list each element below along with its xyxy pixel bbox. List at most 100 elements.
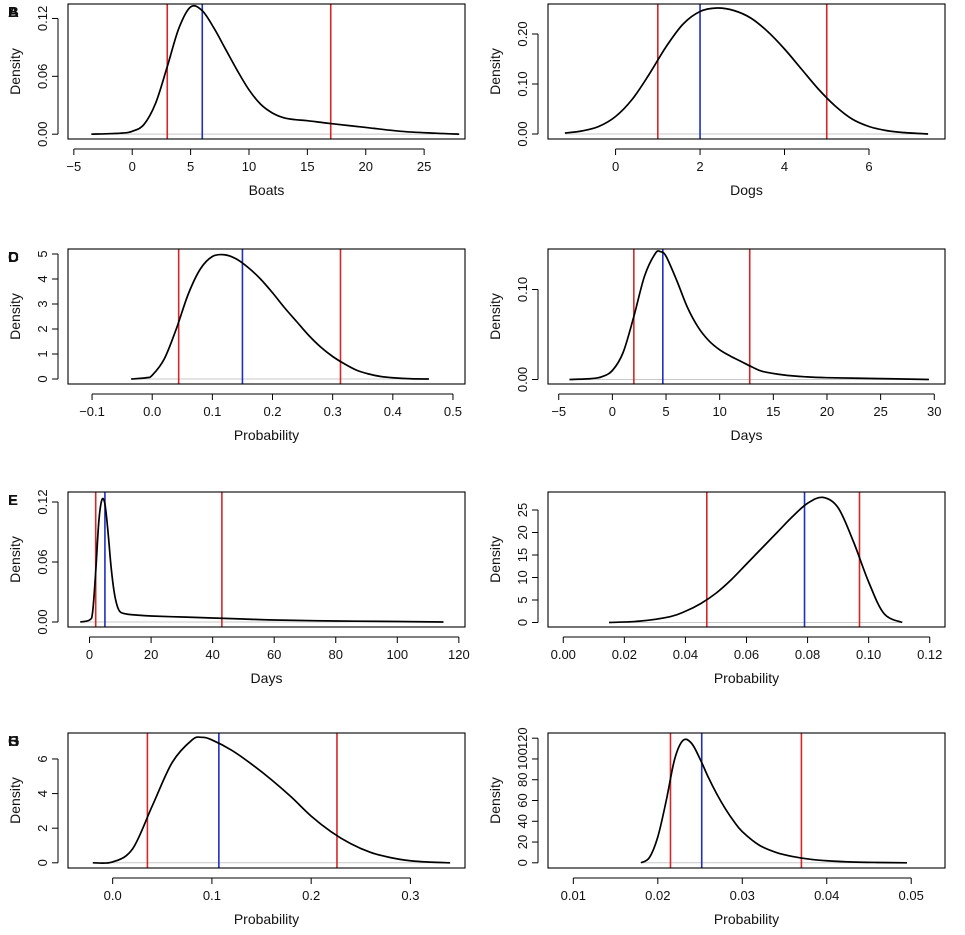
y-tick-label: 0.06 <box>35 549 50 574</box>
panel-label: H <box>8 733 19 750</box>
plot-frame <box>67 248 466 385</box>
y-tick-label: 5 <box>515 596 530 603</box>
density-curve <box>80 497 444 623</box>
density-curve <box>131 253 429 380</box>
y-tick-label: 5 <box>35 250 50 257</box>
x-tick-label: 0 <box>609 404 616 419</box>
y-tick-label: 0.10 <box>515 71 530 96</box>
x-tick-label: 0 <box>86 647 93 662</box>
y-tick-label: 15 <box>515 548 530 562</box>
y-axis-title: Density <box>487 536 503 583</box>
x-tick-label: 0.02 <box>612 647 637 662</box>
plot-frame <box>547 491 946 628</box>
x-axis-title: Probability <box>714 670 779 686</box>
x-tick-label: 30 <box>927 404 941 419</box>
panel-label: E <box>8 492 18 509</box>
x-tick-label: 0.04 <box>814 888 839 903</box>
panel-F: F 0.00 0.02 0.04 0.06 0.08 0.10 0.12 Probability… <box>8 491 946 686</box>
x-tick-label: −5 <box>66 159 81 174</box>
x-tick-label: 0 <box>612 159 619 174</box>
x-tick-label: 0.02 <box>645 888 670 903</box>
x-tick-label: 100 <box>386 647 408 662</box>
x-tick-label: 15 <box>766 404 780 419</box>
panel-label: C <box>8 249 19 266</box>
y-tick-label: 0.20 <box>515 21 530 46</box>
y-tick-label: 120 <box>515 727 530 749</box>
y-tick-label: 80 <box>515 772 530 786</box>
y-axis-title: Density <box>487 293 503 340</box>
y-tick-label: 0 <box>35 375 50 382</box>
x-tick-label: 25 <box>873 404 887 419</box>
y-tick-label: 10 <box>515 570 530 584</box>
x-tick-label: 4 <box>781 159 788 174</box>
y-tick-label: 0.00 <box>35 122 50 147</box>
x-tick-label: 0.08 <box>795 647 820 662</box>
y-tick-label: 0.00 <box>515 367 530 392</box>
y-tick-label: 2 <box>35 325 50 332</box>
x-tick-label: 10 <box>712 404 726 419</box>
plot-frame <box>67 732 466 869</box>
x-tick-label: 0.2 <box>302 888 320 903</box>
x-axis-title: Dogs <box>730 182 763 198</box>
y-axis-title: Density <box>487 777 503 824</box>
x-tick-label: 0.3 <box>324 404 342 419</box>
x-tick-label: 10 <box>242 159 256 174</box>
panel-label: D <box>8 249 19 266</box>
x-axis-title: Probability <box>714 911 779 927</box>
panel-C: C −0.1 0.0 0.1 0.2 0.3 0.4 0.5 Probability 0 1 2 3 4 5… <box>7 248 466 443</box>
y-tick-label: 0 <box>35 859 50 866</box>
y-axis-title: Density <box>487 48 503 95</box>
y-tick-label: 100 <box>515 748 530 770</box>
x-axis-title: Days <box>251 670 283 686</box>
x-axis-title: Probability <box>234 911 299 927</box>
x-tick-label: 0.10 <box>856 647 881 662</box>
density-curve <box>569 250 929 381</box>
y-tick-label: 25 <box>515 503 530 517</box>
y-tick-label: 6 <box>35 755 50 762</box>
plot-frame <box>547 732 946 869</box>
panel-B: B 0 2 4 6 Dogs 0.00 0.10 0.20 Density <box>8 3 946 198</box>
panel-label: F <box>8 492 17 509</box>
panel-E: E 0 20 40 60 80 100 120 Days 0.00 0.06 0.12 Density <box>7 489 470 686</box>
y-axis-title: Density <box>7 536 23 583</box>
x-tick-label: 0.0 <box>143 404 161 419</box>
y-axis-title: Density <box>7 777 23 824</box>
x-tick-label: 0.2 <box>263 404 281 419</box>
plot-frame <box>547 3 946 140</box>
x-tick-label: 5 <box>187 159 194 174</box>
panel-H: H0.01 0.02 0.03 0.04 0.05Probability02040608… <box>8 727 946 927</box>
plot-frame <box>67 491 466 628</box>
x-tick-label: 2 <box>696 159 703 174</box>
x-tick-label: 0.01 <box>561 888 586 903</box>
y-tick-label: 1 <box>35 350 50 357</box>
plot-frame <box>67 3 466 140</box>
x-tick-label: 80 <box>329 647 343 662</box>
y-tick-label: 0 <box>515 619 530 626</box>
y-tick-label: 0.06 <box>35 64 50 89</box>
x-axis-title: Days <box>731 427 763 443</box>
x-tick-label: 15 <box>300 159 314 174</box>
x-tick-label: 0.1 <box>203 404 221 419</box>
density-curve <box>609 496 903 624</box>
x-axis-title: Probability <box>234 427 299 443</box>
y-tick-label: 0.12 <box>35 6 50 31</box>
y-tick-label: 0.10 <box>515 277 530 302</box>
x-tick-label: 25 <box>417 159 431 174</box>
x-tick-label: 20 <box>820 404 834 419</box>
density-curve <box>91 4 460 136</box>
density-curve <box>564 7 929 135</box>
y-tick-label: 0.00 <box>515 121 530 146</box>
x-tick-label: 0.0 <box>104 888 122 903</box>
y-tick-label: 20 <box>515 835 530 849</box>
x-tick-label: 0.5 <box>444 404 462 419</box>
panel-G: G 0.0 0.1 0.2 0.3 Probability 0 2 4 6 Density <box>7 732 466 927</box>
y-axis-title: Density <box>7 293 23 340</box>
plot-frame <box>547 248 946 385</box>
y-tick-label: 0.00 <box>35 609 50 634</box>
density-curve <box>92 736 451 865</box>
x-tick-label: 0.4 <box>384 404 402 419</box>
x-tick-label: 0.03 <box>730 888 755 903</box>
x-tick-label: 6 <box>865 159 872 174</box>
y-tick-label: 4 <box>35 275 50 282</box>
